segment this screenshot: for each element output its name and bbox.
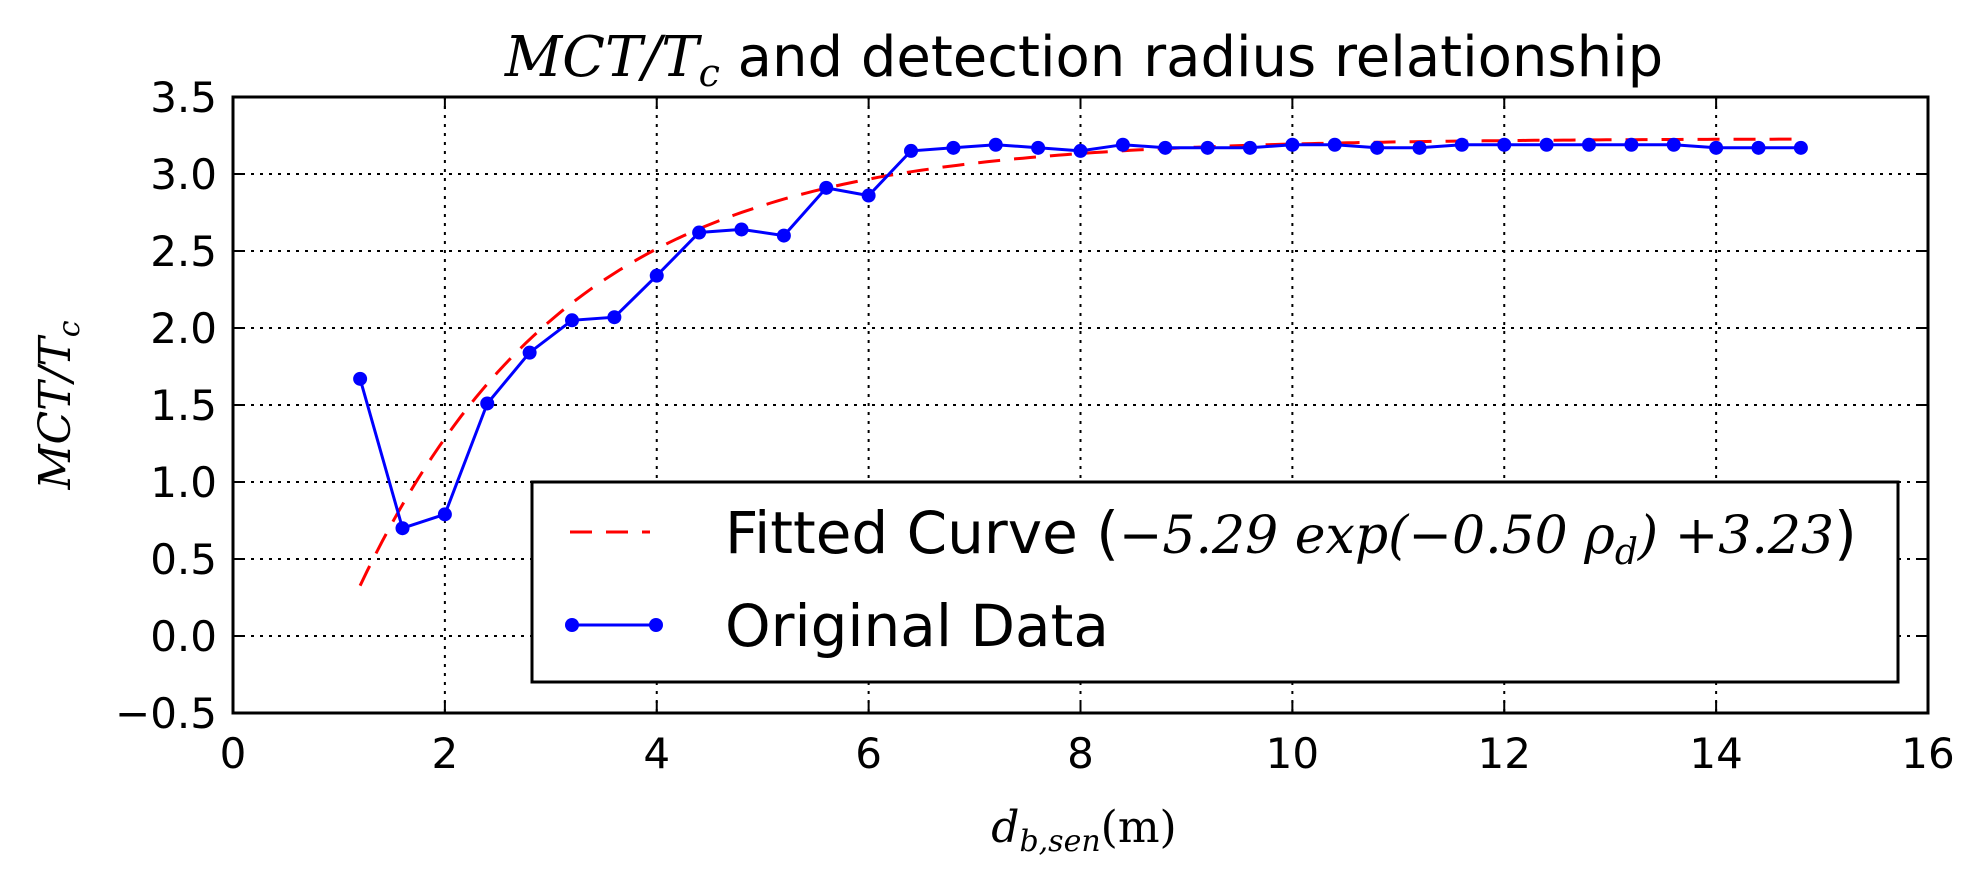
title-rest: and detection radius relationship <box>720 25 1663 90</box>
original-data-point <box>1200 140 1215 155</box>
y-tick-label: 2.0 <box>150 304 217 353</box>
legend-data-label: Original Data <box>725 592 1109 660</box>
original-data-point <box>819 180 834 195</box>
x-label-sub: b,sen <box>1019 824 1100 859</box>
y-tick-label: 0.5 <box>150 535 217 584</box>
original-data-point <box>649 268 664 283</box>
legend-fit-math-sub: d <box>1615 532 1638 573</box>
original-data-point <box>1158 140 1173 155</box>
chart-title: MCT/Tc and detection radius relationship <box>504 25 1663 95</box>
legend-fit-prefix: Fitted Curve ( <box>725 499 1119 567</box>
original-data-point <box>1539 137 1554 152</box>
original-data-point <box>395 521 410 536</box>
original-data-point <box>480 396 495 411</box>
original-data-point <box>692 225 707 240</box>
legend-data-marker-left <box>565 618 579 632</box>
fitted-curve-layer <box>358 137 1801 587</box>
y-label-sub: c <box>52 320 87 337</box>
original-data-point <box>1666 137 1681 152</box>
original-data-point <box>607 310 622 325</box>
legend: Fitted Curve (−5.29 exp(−0.50 ρd) +3.23)… <box>530 480 1900 684</box>
x-tick-label: 14 <box>1689 729 1742 778</box>
original-data-point <box>522 345 537 360</box>
original-data-point <box>1454 137 1469 152</box>
original-data-point <box>1031 140 1046 155</box>
original-data-point <box>988 137 1003 152</box>
title-math: MCT/T <box>504 25 702 90</box>
original-data-point <box>1327 137 1342 152</box>
original-data-point <box>1793 140 1808 155</box>
legend-fit-label: Fitted Curve (−5.29 exp(−0.50 ρd) +3.23) <box>725 499 1857 573</box>
x-tick-label: 8 <box>1067 729 1094 778</box>
y-axis-label: MCT/Tc <box>30 320 87 490</box>
x-label-main: d <box>991 802 1019 853</box>
original-data-point <box>734 222 749 237</box>
y-tick-label: 1.0 <box>150 458 217 507</box>
legend-fit-math: −5.29 exp(−0.50 ρ <box>1119 506 1615 566</box>
original-data-point <box>904 143 918 158</box>
x-tick-label: 2 <box>432 729 459 778</box>
x-tick-label: 10 <box>1266 729 1319 778</box>
y-tick-label: 3.5 <box>150 73 217 122</box>
original-data-point <box>1582 137 1596 152</box>
y-label-main: MCT/T <box>30 334 81 491</box>
original-data-point <box>1751 140 1766 155</box>
original-data-point <box>1073 143 1088 158</box>
y-tick-label: 3.0 <box>150 150 217 199</box>
x-tick-label: 4 <box>643 729 670 778</box>
title-math-sub: c <box>699 51 720 95</box>
x-tick-label: 0 <box>220 729 247 778</box>
axis-ticks: 0 2 4 6 8 10 12 14 16 −0.5 0.0 0.5 1.0 1.5 2.0 2.5 3.0 3.… <box>115 73 1955 778</box>
original-data-point <box>1285 137 1300 152</box>
original-data-point <box>946 140 961 155</box>
legend-box <box>530 480 1900 684</box>
x-tick-label: 6 <box>855 729 882 778</box>
original-data-point <box>1709 140 1724 155</box>
x-label-rest: (m) <box>1101 802 1177 853</box>
original-data-point <box>861 188 876 203</box>
original-data-point <box>1624 137 1639 152</box>
fitted-curve-line <box>358 137 1801 587</box>
original-data-point <box>1115 137 1130 152</box>
y-tick-label: 2.5 <box>150 227 217 276</box>
original-data-layer <box>353 137 1808 536</box>
original-data-point <box>1243 140 1257 155</box>
original-data-point <box>1370 140 1385 155</box>
x-tick-label: 16 <box>1901 729 1954 778</box>
legend-fit-suffix: ) <box>1834 499 1857 567</box>
y-tick-label: −0.5 <box>115 689 217 738</box>
original-data-point <box>1497 137 1512 152</box>
x-tick-label: 12 <box>1478 729 1531 778</box>
original-data-point <box>565 313 579 328</box>
original-data-line <box>358 143 1801 531</box>
x-axis-label: db,sen(m) <box>991 802 1176 859</box>
legend-fit-math-tail: ) +3.23 <box>1637 506 1834 566</box>
original-data-point <box>353 371 368 386</box>
original-data-point <box>437 507 452 522</box>
original-data-point <box>1412 140 1427 155</box>
legend-data-marker-right <box>649 618 663 632</box>
y-tick-label: 0.0 <box>150 612 217 661</box>
y-tick-label: 1.5 <box>150 381 217 430</box>
original-data-point <box>776 228 791 243</box>
